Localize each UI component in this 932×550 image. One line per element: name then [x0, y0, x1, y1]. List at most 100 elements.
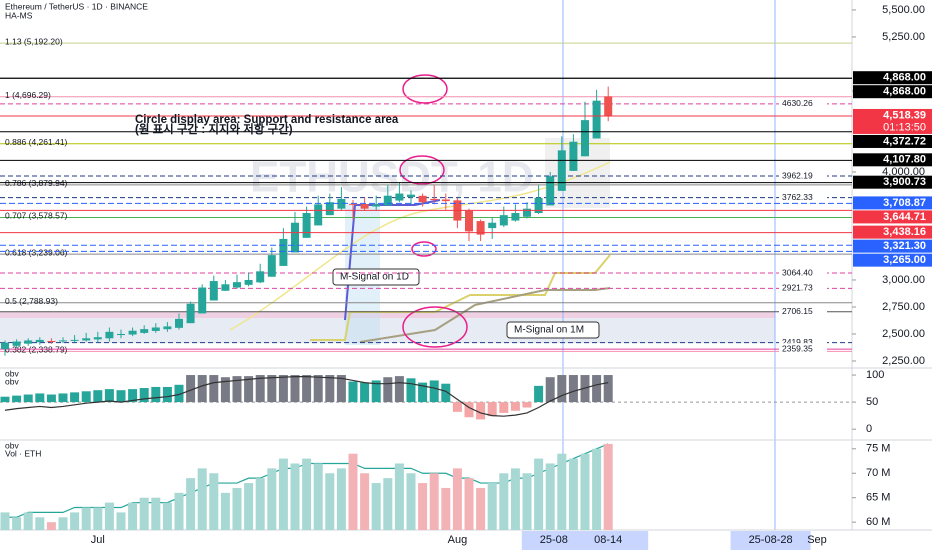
candle-body [499, 215, 508, 226]
y-tick-label: 3,000.00 [882, 274, 925, 286]
level-value-label: 3762.33 [782, 192, 813, 202]
bar [209, 473, 219, 530]
candle-body [407, 194, 415, 198]
x-tick-label: 25-08-28 [749, 534, 793, 546]
candle-body [557, 150, 566, 191]
bar [522, 473, 532, 530]
candle-body [256, 271, 265, 283]
price-label: 4,107.80 [883, 154, 926, 166]
candle-body [186, 303, 195, 324]
bar [23, 394, 33, 403]
legend-label: obv [5, 368, 19, 378]
price-label-box [853, 153, 932, 167]
price-label-box [853, 210, 932, 224]
m-signal-line [359, 287, 611, 343]
bar [325, 473, 335, 530]
bar [557, 375, 567, 403]
annotation: M-Signal on 1D [340, 272, 409, 283]
candle-body [128, 330, 137, 335]
bar [476, 402, 486, 420]
price-label: 4,868.00 [883, 72, 926, 84]
bar [174, 384, 184, 403]
bar [371, 483, 381, 530]
bar [58, 393, 68, 403]
candle-body [349, 203, 357, 205]
bar [510, 402, 520, 411]
bar [336, 468, 346, 530]
bar [545, 377, 555, 403]
bar [522, 402, 532, 408]
bar [81, 391, 91, 403]
label-bg [779, 97, 827, 110]
bar [186, 375, 196, 403]
m-signal-1m [310, 254, 611, 341]
fib-label: 0.707 (3,578.57) [5, 211, 68, 221]
candle-body [325, 202, 334, 216]
level-value-label: 4630.26 [782, 98, 813, 108]
circle [402, 74, 448, 104]
label-bg [779, 343, 827, 356]
x-tick-label: Jul [91, 534, 105, 546]
bar [220, 492, 230, 530]
bar [534, 385, 544, 403]
bar [267, 375, 277, 403]
bar [348, 381, 358, 403]
bar [557, 453, 567, 530]
y-tick-label: 65 M [866, 492, 890, 504]
bar [534, 458, 544, 530]
indicator-name: HA-MS [5, 10, 33, 20]
candle-body [93, 337, 102, 340]
bar [0, 512, 10, 530]
bar [186, 478, 196, 530]
bar [12, 395, 22, 403]
zone [545, 138, 610, 208]
bar [313, 463, 323, 530]
candle-body [59, 340, 67, 342]
y-tick-label: 2,750.00 [882, 301, 925, 313]
circle [402, 306, 468, 348]
bar [592, 448, 602, 530]
candle-body [163, 326, 172, 330]
bar [209, 375, 219, 403]
bar [336, 375, 346, 403]
price-label-box [853, 108, 932, 134]
circle [411, 241, 437, 257]
fib-label: 1 (4,696.29) [5, 90, 51, 100]
bar [418, 483, 428, 530]
candle-body [12, 341, 21, 346]
bar [418, 382, 428, 403]
x-label-bg [568, 531, 649, 550]
bar [452, 468, 462, 530]
candle-body [175, 318, 183, 328]
price-label: 3,265.00 [883, 254, 926, 266]
bar [220, 377, 230, 403]
y-tick-label: 75 M [866, 443, 890, 455]
bar [406, 473, 416, 530]
candle-body [1, 342, 9, 350]
price-label-box [853, 196, 932, 210]
price-label-box [853, 71, 932, 85]
bar [278, 375, 288, 403]
annotation: (원 표시 구간 : 지지와 저항 구간) [135, 122, 293, 136]
y-tick-label: 2,500.00 [882, 328, 925, 340]
y-tick-label: 0 [866, 423, 872, 435]
candle-body [35, 339, 44, 343]
fib-label: 1.13 (5,192.20) [5, 36, 63, 46]
bar [267, 468, 277, 530]
legend-label: obv [5, 440, 19, 450]
bar [464, 478, 474, 530]
bar [429, 380, 439, 403]
bar [429, 473, 439, 530]
annotation: Circle display area: Support and resista… [135, 114, 399, 126]
candle-body [441, 199, 450, 202]
bar [371, 380, 381, 403]
y-tick-label: 4,000.00 [882, 166, 925, 178]
bar [499, 402, 509, 413]
bar [81, 507, 91, 530]
label-bg [779, 282, 827, 295]
bar [441, 383, 451, 403]
bar [603, 375, 613, 403]
bar [302, 375, 312, 403]
candle-body [244, 279, 253, 285]
